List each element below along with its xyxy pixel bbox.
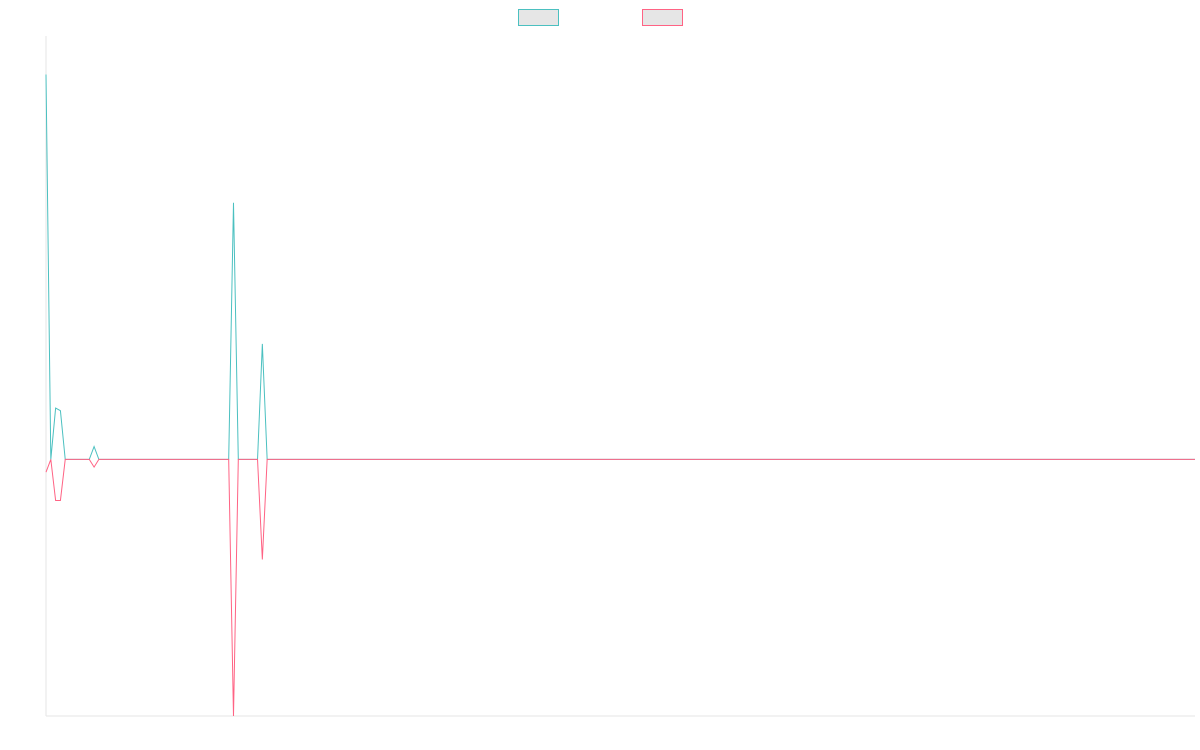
legend [518, 9, 683, 26]
series-line-1 [45, 74, 1195, 460]
axes [45, 36, 1195, 717]
legend-swatch-1 [518, 9, 559, 26]
series-layer [45, 74, 1195, 717]
legend-item-2[interactable] [642, 9, 683, 26]
legend-swatch-2 [642, 9, 683, 26]
series-line-2 [45, 458, 1195, 717]
legend-item-1[interactable] [518, 9, 559, 26]
